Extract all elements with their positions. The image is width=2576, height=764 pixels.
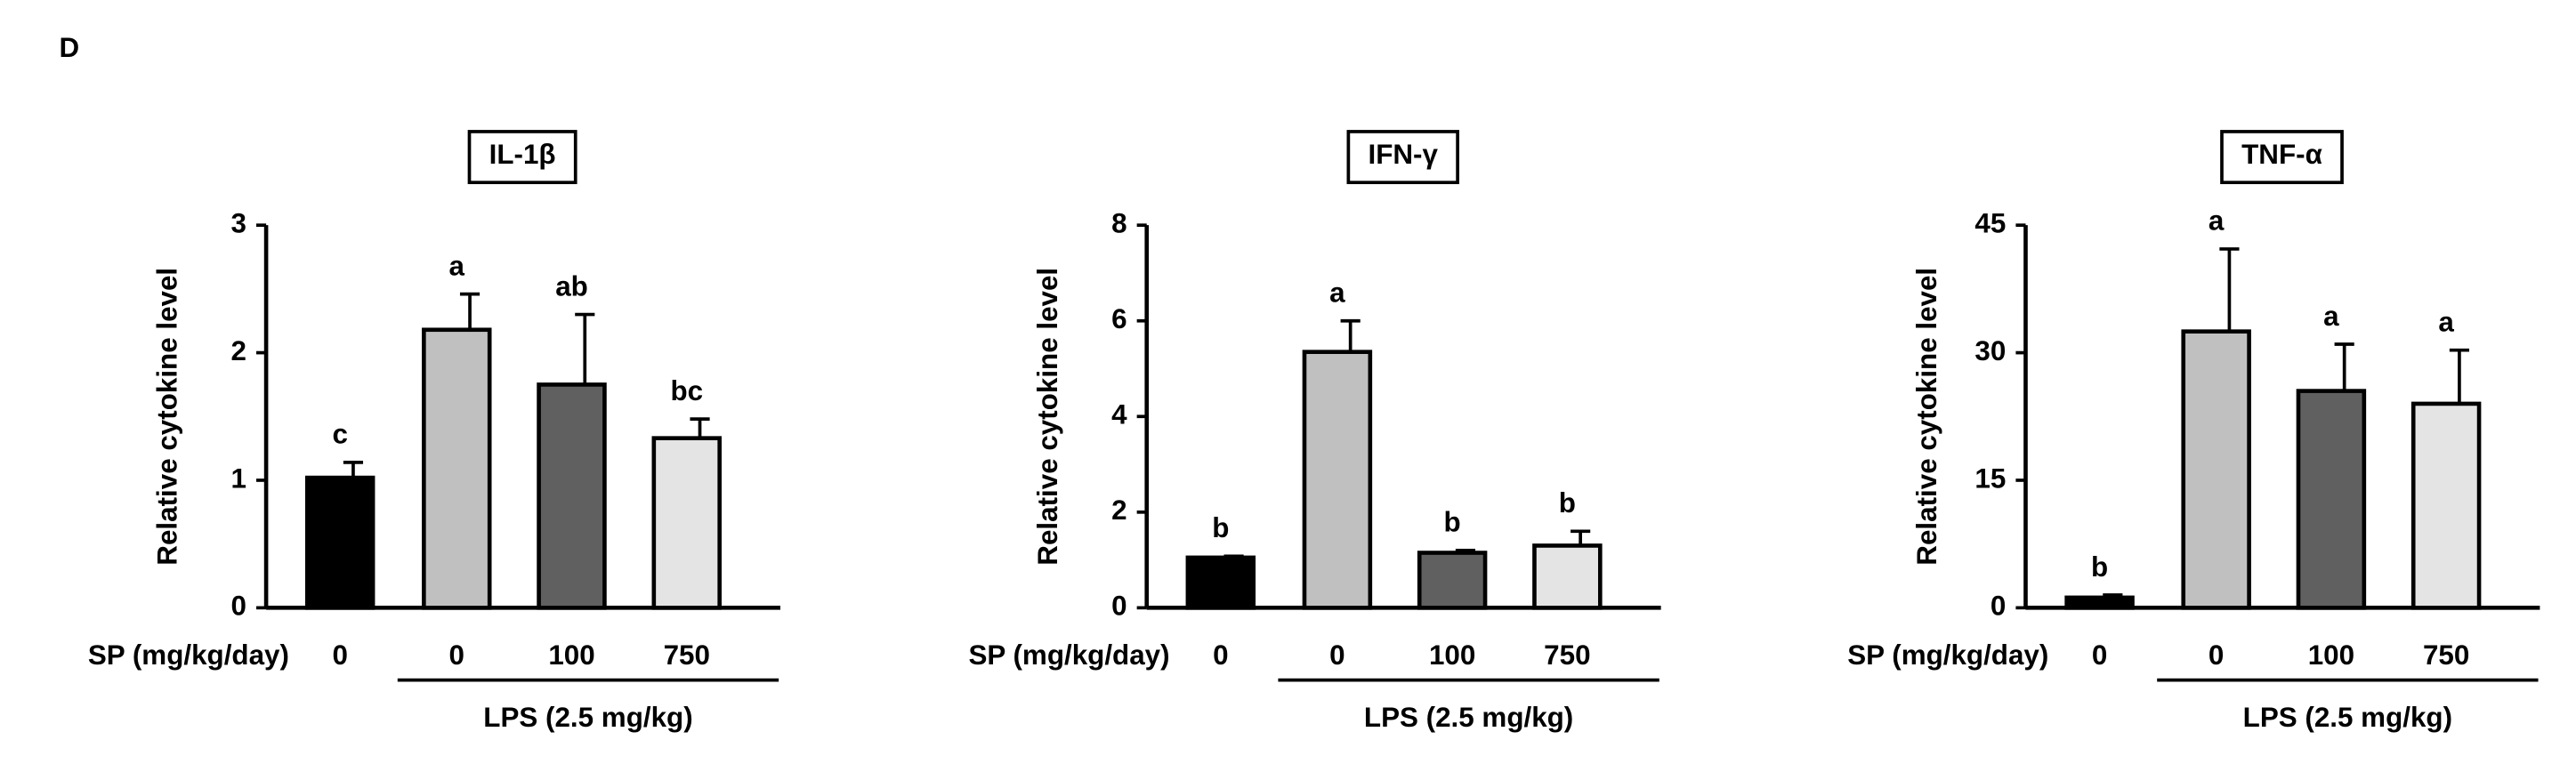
x-tick-label: 100 — [1429, 639, 1475, 671]
y-tick-label: 2 — [1111, 495, 1126, 526]
x-tick-label: 100 — [2308, 639, 2354, 671]
y-tick-label: 45 — [1974, 207, 2006, 238]
x-tick-label: 0 — [2209, 639, 2224, 671]
y-tick-label: 8 — [1111, 207, 1126, 238]
chart-title: IL-1β — [489, 139, 556, 170]
group-label: LPS (2.5 mg/kg) — [2243, 702, 2452, 733]
bar — [2296, 389, 2367, 610]
significance-letter: ab — [555, 270, 588, 302]
group-label: LPS (2.5 mg/kg) — [1364, 702, 1573, 733]
bar — [651, 436, 722, 610]
group-label: LPS (2.5 mg/kg) — [483, 702, 692, 733]
chart: IFN-γ Relative cytokine level 0 2 4 6 8 b 0 a 0 b 10… — [968, 130, 1661, 733]
y-axis-label: Relative cytokine level — [151, 268, 182, 566]
y-axis-label: Relative cytokine level — [1032, 268, 1063, 566]
chart: IL-1β Relative cytokine level 0 1 2 3 c 0 a 0 ab 10… — [88, 130, 780, 733]
y-tick-label: 0 — [1991, 591, 2006, 622]
y-axis-label: Relative cytokine level — [1911, 268, 1942, 566]
bar — [537, 382, 607, 610]
significance-letter: b — [1444, 507, 1461, 538]
x-axis-label: SP (mg/kg/day) — [968, 639, 1169, 671]
significance-letter: b — [1212, 512, 1229, 543]
significance-letter: b — [1559, 487, 1576, 519]
y-tick-label: 30 — [1974, 335, 2006, 366]
significance-letter: a — [1329, 277, 1345, 308]
y-tick-label: 0 — [230, 591, 246, 622]
significance-letter: a — [2209, 205, 2225, 237]
bar — [2410, 401, 2482, 610]
x-axis-label: SP (mg/kg/day) — [88, 639, 289, 671]
chart-title: TNF-α — [2241, 139, 2322, 170]
significance-letter: b — [2091, 551, 2108, 583]
bar — [1302, 350, 1373, 610]
chart: TNF-α Relative cytokine level 0 15 30 45 b 0 a 0 a… — [1847, 130, 2540, 733]
y-tick-label: 15 — [1974, 462, 2006, 494]
x-tick-label: 750 — [664, 639, 710, 671]
bar — [422, 327, 492, 610]
y-tick-label: 2 — [230, 335, 246, 366]
x-axis-label: SP (mg/kg/day) — [1847, 639, 2048, 671]
x-tick-label: 0 — [2092, 639, 2107, 671]
significance-letter: bc — [670, 375, 703, 406]
bar — [1532, 543, 1603, 610]
x-tick-label: 750 — [1544, 639, 1590, 671]
x-tick-label: 0 — [449, 639, 464, 671]
title-box — [467, 130, 577, 185]
significance-letter: a — [2438, 306, 2454, 337]
y-tick-label: 4 — [1111, 399, 1127, 430]
significance-letter: c — [332, 419, 347, 450]
bar — [1417, 551, 1488, 610]
x-tick-label: 100 — [548, 639, 594, 671]
panel-label: D — [59, 32, 79, 63]
title-box — [2220, 130, 2344, 185]
y-tick-label: 1 — [230, 462, 246, 494]
title-box — [1346, 130, 1459, 185]
y-tick-label: 6 — [1111, 303, 1126, 334]
bar — [2181, 329, 2251, 610]
bar — [2064, 595, 2135, 610]
y-tick-label: 3 — [230, 207, 246, 238]
bar — [1185, 555, 1256, 610]
y-tick-label: 0 — [1111, 591, 1126, 622]
x-tick-label: 0 — [332, 639, 347, 671]
chart-title: IFN-γ — [1369, 139, 1439, 170]
x-tick-label: 750 — [2423, 639, 2469, 671]
significance-letter: a — [449, 250, 465, 281]
x-tick-label: 0 — [1329, 639, 1345, 671]
bar — [304, 475, 375, 610]
significance-letter: a — [2323, 301, 2339, 332]
x-tick-label: 0 — [1213, 639, 1228, 671]
